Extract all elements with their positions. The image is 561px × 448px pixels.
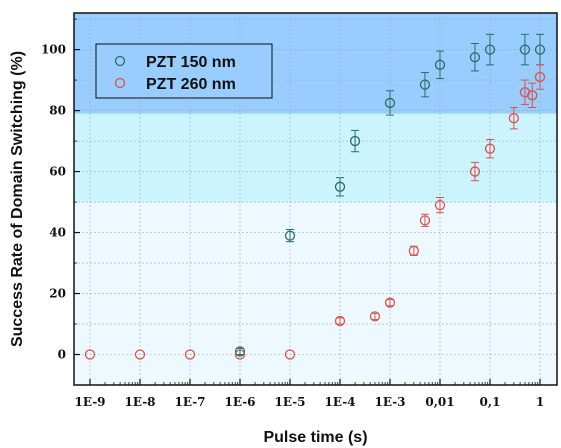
x-tick-label: 1E-4 — [324, 395, 355, 409]
x-tick-label: 1 — [536, 395, 544, 409]
axis-ticks: 1E-9 1E-8 1E-7 1E-6 1E-5 1E-4 1E-3 0,01 0,1 1 0 20 4… — [41, 18, 544, 409]
data-point — [534, 71, 546, 83]
data-point — [434, 59, 446, 70]
data-point — [334, 181, 346, 192]
y-axis-title: Success Rate of Domain Switching (%) — [9, 51, 26, 347]
series-1 — [84, 64, 546, 360]
data-point — [534, 44, 546, 55]
data-point — [284, 230, 296, 241]
legend-label-pzt-150: PZT 150 nm — [146, 54, 236, 71]
data-point — [369, 311, 381, 322]
data-point — [419, 215, 431, 226]
x-axis-title: Pulse time (s) — [263, 429, 367, 446]
y-tick-label: 40 — [49, 226, 66, 240]
x-tick-label: 1E-8 — [124, 395, 155, 409]
x-tick-label: 1E-6 — [224, 395, 255, 409]
legend-marker-pzt-260 — [114, 77, 126, 89]
legend: PZT 150 nm PZT 260 nm — [95, 43, 273, 99]
plot-frame — [73, 12, 558, 386]
data-point — [234, 346, 246, 357]
y-tick-label: 0 — [58, 348, 66, 362]
x-tick-label: 1E-5 — [274, 395, 305, 409]
data-point — [469, 166, 481, 177]
x-tick-label: 1E-3 — [374, 395, 405, 409]
data-point — [408, 245, 420, 256]
legend-box — [95, 43, 273, 99]
x-tick-label: 0,1 — [480, 395, 501, 409]
data-point — [484, 143, 496, 154]
data-point — [469, 52, 481, 63]
data-point — [84, 349, 96, 360]
y-tick-label: 20 — [49, 287, 66, 301]
x-tick-label: 0,01 — [425, 395, 454, 409]
data-point — [508, 113, 520, 124]
data-point — [384, 97, 396, 109]
y-tick-label: 60 — [49, 165, 66, 179]
series-layer — [84, 33, 546, 360]
data-point — [184, 349, 196, 360]
data-point — [484, 44, 496, 55]
series-0 — [234, 33, 546, 357]
data-point — [349, 135, 361, 147]
data-point — [234, 349, 246, 360]
data-point — [334, 315, 346, 327]
data-point — [284, 349, 296, 360]
data-point — [527, 90, 538, 101]
x-tick-label: 1E-7 — [174, 395, 205, 409]
legend-marker-pzt-150 — [114, 55, 126, 67]
data-point — [519, 44, 531, 55]
data-point — [434, 199, 446, 211]
background-band-1 — [74, 113, 557, 203]
data-point — [419, 79, 431, 90]
legend-label-pzt-260: PZT 260 nm — [146, 76, 236, 93]
data-point — [134, 349, 146, 360]
x-tick-label: 1E-9 — [74, 395, 105, 409]
y-tick-label: 80 — [49, 104, 66, 118]
data-point — [384, 297, 396, 308]
y-tick-label: 100 — [41, 43, 66, 57]
